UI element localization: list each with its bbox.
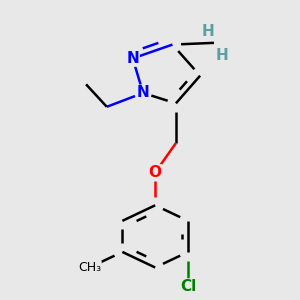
Text: N: N — [126, 51, 139, 66]
Text: CH₃: CH₃ — [78, 261, 101, 274]
Text: H: H — [216, 48, 228, 63]
Text: Cl: Cl — [180, 279, 196, 294]
Text: O: O — [149, 165, 162, 180]
Text: H: H — [201, 24, 214, 39]
Text: N: N — [137, 85, 149, 100]
